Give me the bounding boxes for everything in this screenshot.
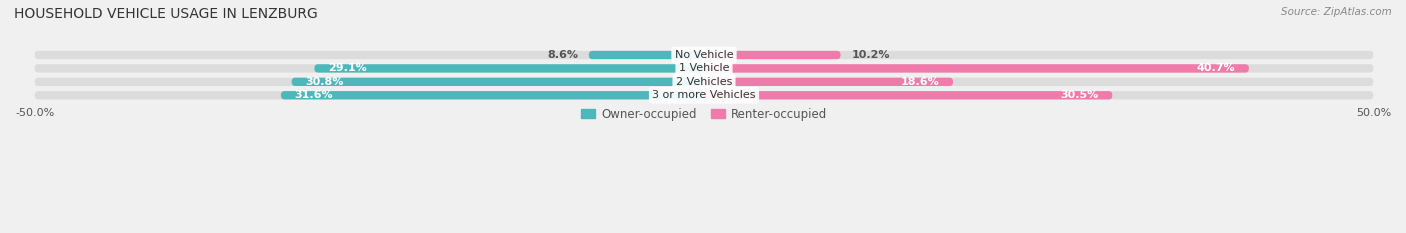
Text: 10.2%: 10.2% — [851, 50, 890, 60]
FancyBboxPatch shape — [35, 78, 1374, 86]
Text: 8.6%: 8.6% — [547, 50, 578, 60]
Legend: Owner-occupied, Renter-occupied: Owner-occupied, Renter-occupied — [576, 103, 832, 125]
Text: 3 or more Vehicles: 3 or more Vehicles — [652, 90, 756, 100]
Text: 1 Vehicle: 1 Vehicle — [679, 63, 730, 73]
FancyBboxPatch shape — [35, 91, 1374, 99]
Text: 31.6%: 31.6% — [294, 90, 333, 100]
Text: 30.8%: 30.8% — [305, 77, 343, 87]
Text: 30.5%: 30.5% — [1060, 90, 1099, 100]
FancyBboxPatch shape — [704, 78, 953, 86]
FancyBboxPatch shape — [589, 51, 704, 59]
FancyBboxPatch shape — [704, 91, 1112, 99]
FancyBboxPatch shape — [281, 91, 704, 99]
Text: 40.7%: 40.7% — [1197, 63, 1236, 73]
FancyBboxPatch shape — [704, 51, 841, 59]
Text: No Vehicle: No Vehicle — [675, 50, 734, 60]
FancyBboxPatch shape — [35, 64, 1374, 73]
FancyBboxPatch shape — [704, 64, 1249, 73]
FancyBboxPatch shape — [291, 78, 704, 86]
Text: 2 Vehicles: 2 Vehicles — [676, 77, 733, 87]
FancyBboxPatch shape — [35, 51, 1374, 59]
Text: HOUSEHOLD VEHICLE USAGE IN LENZBURG: HOUSEHOLD VEHICLE USAGE IN LENZBURG — [14, 7, 318, 21]
Text: 29.1%: 29.1% — [328, 63, 367, 73]
Text: Source: ZipAtlas.com: Source: ZipAtlas.com — [1281, 7, 1392, 17]
FancyBboxPatch shape — [315, 64, 704, 73]
Text: 18.6%: 18.6% — [901, 77, 939, 87]
